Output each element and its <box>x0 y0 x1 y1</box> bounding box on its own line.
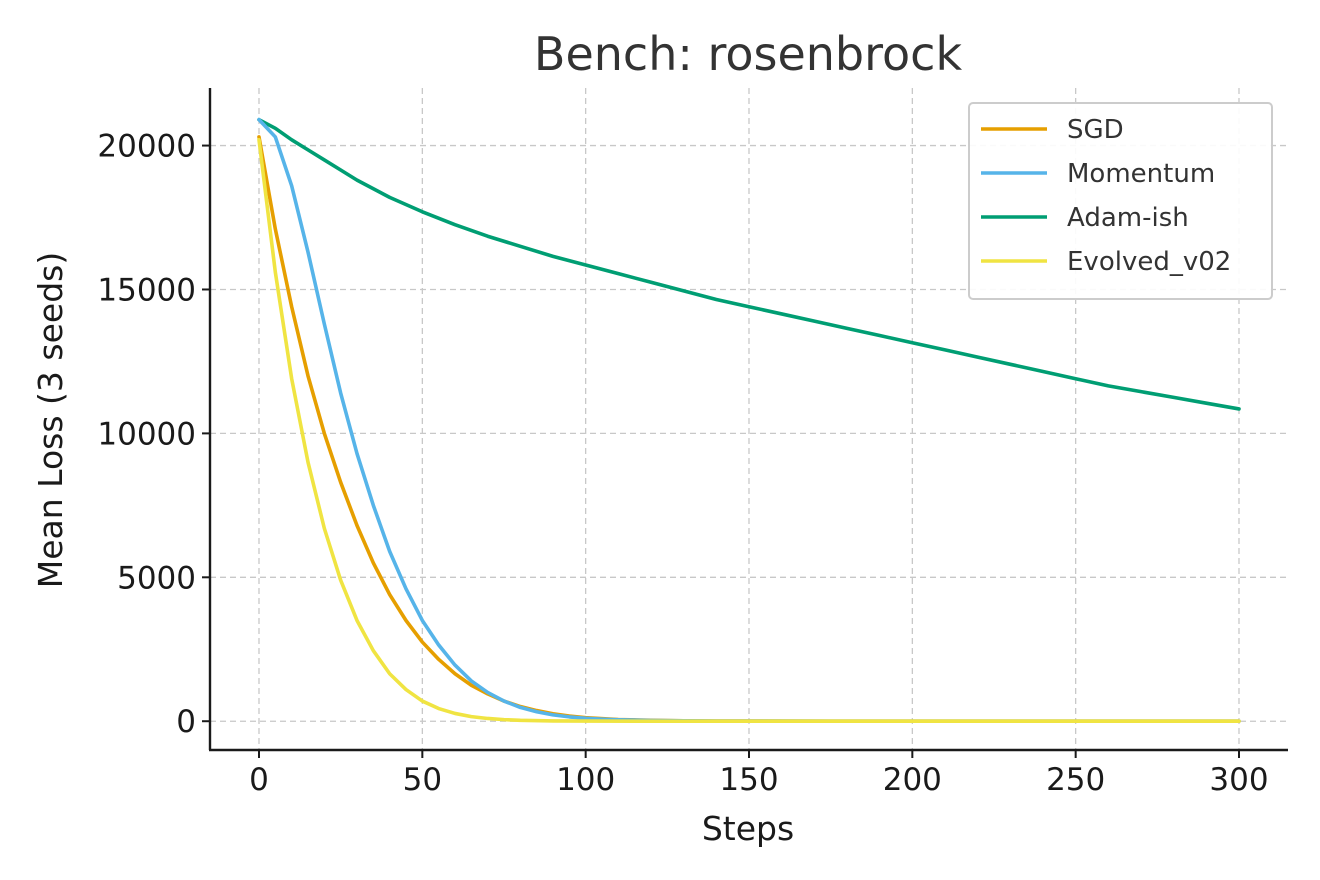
y-tick-label-2: 10000 <box>97 416 196 452</box>
legend-box <box>968 102 1273 300</box>
x-tick-label-4: 200 <box>883 762 942 798</box>
y-tick-label-3: 15000 <box>97 272 196 308</box>
x-axis-label: Steps <box>702 809 794 848</box>
ticks: 0 50 100 150 200 250 300 0 5000 10000 15000 20000 <box>97 129 1268 798</box>
chart-title: Bench: rosenbrock <box>534 27 963 81</box>
series-line-adam-ish <box>257 117 1241 411</box>
series <box>257 117 1241 723</box>
series-line-evolved-v02 <box>257 138 1241 723</box>
y-tick-label-1: 5000 <box>117 560 196 596</box>
legend-label-adam-ish: Adam-ish <box>1067 203 1189 233</box>
x-tick-label-1: 50 <box>403 762 442 798</box>
x-tick-label-5: 250 <box>1046 762 1105 798</box>
y-tick-label-0: 0 <box>176 704 196 740</box>
legend: SGD Momentum Adam-ish Evolved_v02 <box>968 102 1273 300</box>
y-axis-label: Mean Loss (3 seeds) <box>31 252 70 588</box>
x-tick-label-2: 100 <box>556 762 615 798</box>
x-tick-label-0: 0 <box>249 762 269 798</box>
x-tick-label-6: 300 <box>1209 762 1268 798</box>
y-tick-label-4: 20000 <box>97 129 196 165</box>
x-tick-label-3: 150 <box>719 762 778 798</box>
legend-label-momentum: Momentum <box>1067 159 1215 189</box>
legend-label-evolved-v02: Evolved_v02 <box>1067 247 1231 277</box>
legend-label-sgd: SGD <box>1067 115 1124 145</box>
